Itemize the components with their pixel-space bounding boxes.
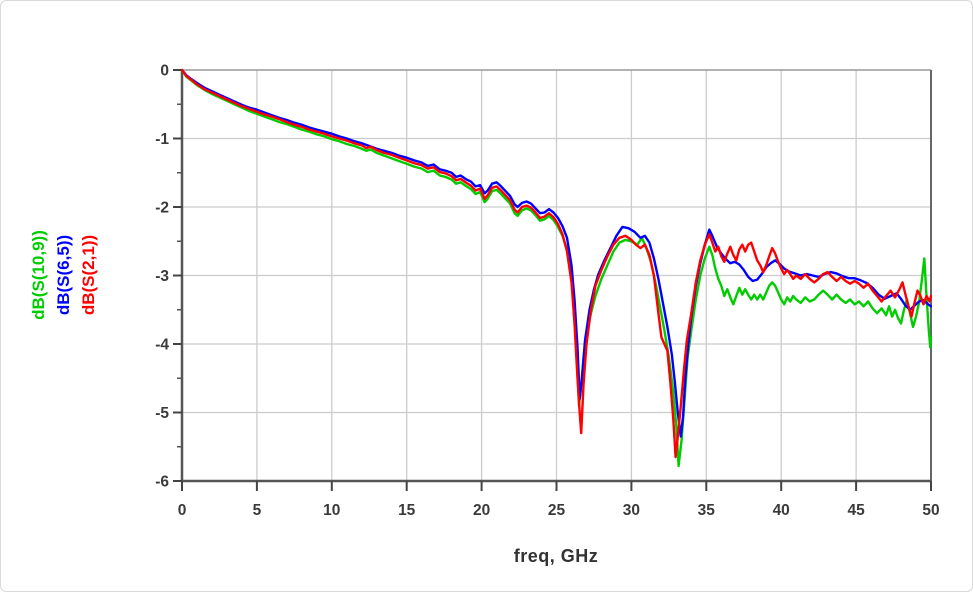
x-tick-label: 5 [253, 502, 262, 519]
x-tick-label: 25 [548, 502, 566, 519]
x-tick-label: 40 [773, 502, 790, 519]
x-tick-label: 15 [398, 502, 416, 519]
y-tick-label: -1 [155, 131, 169, 148]
x-tick-label: 35 [698, 502, 716, 519]
x-tick-label: 10 [323, 502, 340, 519]
x-tick-label: 20 [473, 502, 490, 519]
y-tick-label: -3 [155, 268, 169, 285]
x-axis-title: freq, GHz [513, 546, 599, 566]
y-tick-label: -4 [155, 337, 169, 354]
legend-label-db-s2-1: dB(S(2,1)) [79, 234, 98, 316]
y-tick-label: -2 [155, 200, 169, 217]
y-tick-label: -5 [155, 405, 169, 422]
trace-db-s-10-9- [181, 68, 932, 468]
x-tick-label: 30 [623, 502, 640, 519]
y-tick-label: -6 [155, 474, 169, 491]
legend-label-db-s6-5: dB(S(6,5)) [54, 234, 73, 316]
x-tick-label: 0 [178, 502, 187, 519]
x-tick-label: 50 [922, 502, 939, 519]
legend-label-db-s10-9: dB(S(10,9)) [29, 230, 48, 320]
trace-db-s-2-1- [181, 68, 932, 459]
x-tick-label: 45 [847, 502, 865, 519]
y-tick-label: 0 [160, 63, 169, 80]
